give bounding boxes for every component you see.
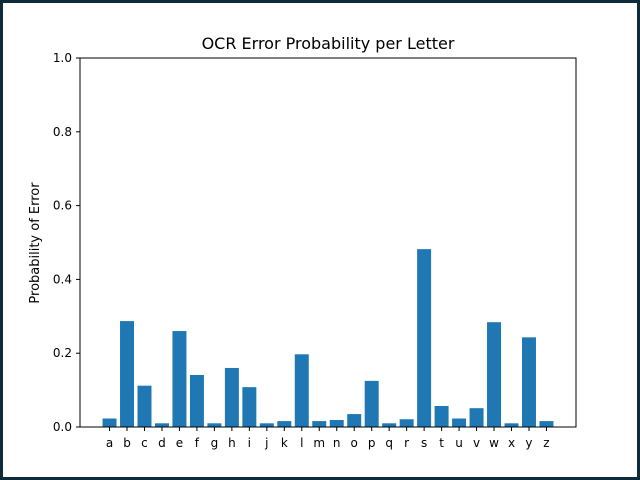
bar-g xyxy=(207,423,222,427)
y-ticks-group: 0.0 0.2 0.4 0.6 0.8 1.0 xyxy=(53,51,80,434)
x-tick-label: i xyxy=(248,436,251,450)
y-axis-label: Probability of Error xyxy=(28,182,43,304)
chart-title: OCR Error Probability per Letter xyxy=(202,34,455,53)
bar-e xyxy=(172,331,187,427)
x-tick-label: m xyxy=(313,436,325,450)
x-tick-label: y xyxy=(525,436,532,450)
x-tick-label: s xyxy=(421,436,427,450)
bar-z xyxy=(539,421,554,427)
x-tick-label: h xyxy=(228,436,236,450)
bar-c xyxy=(137,385,152,427)
y-tick-label: 0.0 xyxy=(53,420,72,434)
y-tick-label: 0.8 xyxy=(53,125,72,139)
bar-s xyxy=(417,249,432,427)
x-tick-label: d xyxy=(158,436,166,450)
bars-group xyxy=(102,249,554,427)
bar-f xyxy=(189,374,204,427)
bar-x xyxy=(504,423,519,427)
x-tick-label: o xyxy=(351,436,358,450)
bar-v xyxy=(469,408,484,427)
y-tick-label: 1.0 xyxy=(53,51,72,65)
bar-u xyxy=(452,418,467,427)
x-tick-label: q xyxy=(385,436,393,450)
x-tick-label: c xyxy=(141,436,148,450)
bar-w xyxy=(487,322,502,427)
bar-p xyxy=(364,380,379,427)
y-tick-label: 0.4 xyxy=(53,272,72,286)
x-tick-label: x xyxy=(508,436,515,450)
bar-a xyxy=(102,418,117,427)
bar-j xyxy=(259,423,274,427)
bar-b xyxy=(120,321,135,427)
x-tick-label: p xyxy=(368,436,376,450)
plot-area-border xyxy=(79,57,577,428)
bar-d xyxy=(154,423,169,427)
x-tick-label: a xyxy=(106,436,113,450)
x-tick-label: e xyxy=(176,436,183,450)
bar-k xyxy=(277,421,292,427)
x-tick-label: r xyxy=(404,436,409,450)
bar-m xyxy=(312,421,327,427)
x-tick-label: k xyxy=(281,436,288,450)
x-tick-label: v xyxy=(473,436,480,450)
bar-o xyxy=(347,414,362,427)
x-tick-label: w xyxy=(489,436,499,450)
bar-i xyxy=(242,387,257,427)
x-tick-label: f xyxy=(195,436,200,450)
bar-q xyxy=(382,423,397,427)
bar-n xyxy=(329,419,344,427)
y-tick-label: 0.6 xyxy=(53,199,72,213)
bar-t xyxy=(434,405,449,427)
x-tick-label: t xyxy=(439,436,444,450)
x-tick-label: b xyxy=(123,436,131,450)
bar-h xyxy=(224,367,239,427)
bar-r xyxy=(399,419,414,427)
bar-l xyxy=(294,354,309,427)
x-tick-label: l xyxy=(300,436,303,450)
bar-y xyxy=(521,337,536,427)
x-tick-label: j xyxy=(264,436,268,450)
x-tick-label: n xyxy=(333,436,341,450)
y-tick-label: 0.2 xyxy=(53,346,72,360)
x-tick-label: z xyxy=(543,436,549,450)
x-tick-label: u xyxy=(455,436,463,450)
x-tick-label: g xyxy=(211,436,219,450)
